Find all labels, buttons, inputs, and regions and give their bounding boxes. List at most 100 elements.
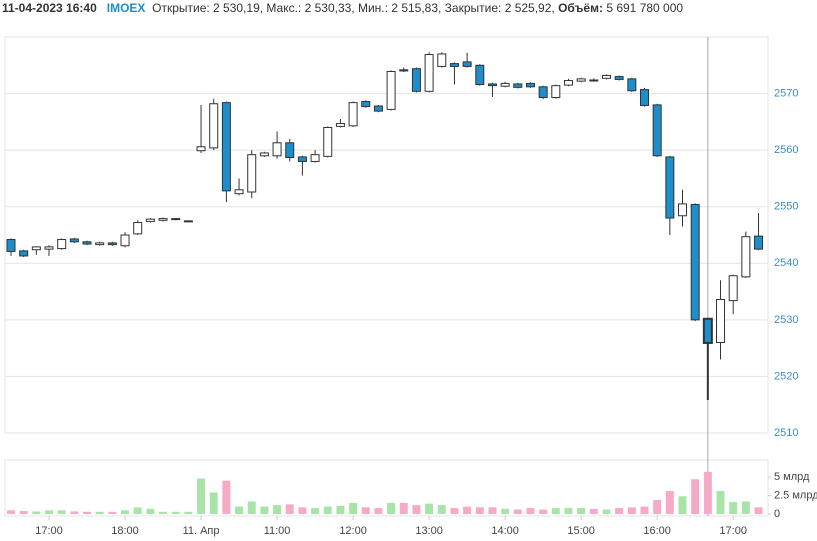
volume-bar bbox=[222, 480, 231, 514]
candle-body bbox=[640, 89, 649, 106]
candle-body bbox=[411, 68, 421, 92]
candle-body bbox=[31, 246, 41, 251]
candle-body bbox=[500, 82, 510, 87]
candle-body bbox=[133, 222, 143, 235]
candle-body bbox=[285, 142, 295, 158]
candle-body bbox=[437, 53, 447, 67]
candle-body bbox=[171, 218, 181, 221]
candle-body bbox=[348, 102, 358, 127]
candle-body bbox=[538, 86, 548, 99]
volume-frame bbox=[4, 459, 769, 517]
candle-body bbox=[487, 83, 497, 87]
volume-bar bbox=[311, 508, 320, 514]
x-tick-label: 17:00 bbox=[35, 525, 63, 537]
candle-body bbox=[57, 239, 67, 250]
candle-body bbox=[107, 242, 117, 246]
volume-bar bbox=[285, 504, 294, 514]
candle-body bbox=[754, 235, 764, 250]
candle-body bbox=[196, 146, 206, 152]
volume-bar bbox=[640, 506, 649, 514]
candle-body bbox=[449, 63, 459, 67]
candle-body bbox=[741, 236, 751, 278]
volume-bar bbox=[564, 508, 573, 514]
candle-body bbox=[373, 105, 383, 112]
x-tick-label: 12:00 bbox=[339, 525, 367, 537]
x-tick-label: 13:00 bbox=[415, 525, 443, 537]
volume-bar bbox=[159, 511, 168, 514]
candle-body bbox=[386, 71, 396, 110]
candle-body bbox=[297, 156, 307, 162]
y-tick-label: 5 млрд bbox=[774, 471, 810, 483]
candle-body bbox=[563, 80, 573, 86]
x-tick-label: 18:00 bbox=[111, 525, 139, 537]
volume-bar bbox=[108, 511, 117, 514]
volume-bar bbox=[374, 508, 383, 514]
volume-bar bbox=[171, 511, 180, 514]
y-tick-label: 2560 bbox=[774, 144, 798, 156]
y-tick-label: 2540 bbox=[774, 257, 798, 269]
candle-body bbox=[209, 103, 219, 149]
y-tick-label: 2.5 млрд bbox=[774, 489, 817, 501]
candle-body bbox=[513, 83, 523, 88]
x-tick-label: 16:00 bbox=[643, 525, 671, 537]
volume-bar bbox=[703, 471, 712, 514]
volume-bar bbox=[716, 491, 725, 514]
candle-body bbox=[716, 298, 726, 343]
volume-bar bbox=[589, 508, 598, 514]
volume-bar bbox=[513, 509, 522, 514]
candle-body bbox=[44, 246, 54, 250]
volume-bar bbox=[235, 506, 244, 514]
volume-bar bbox=[70, 511, 79, 514]
volume-bar bbox=[95, 511, 104, 514]
volume-bar bbox=[197, 478, 206, 514]
volume-bar bbox=[653, 499, 662, 514]
y-tick-label: 2570 bbox=[774, 87, 798, 99]
candle-body bbox=[728, 275, 738, 302]
candle-body bbox=[576, 78, 586, 82]
volume: 5 691 780 000 bbox=[606, 1, 684, 15]
volume-bar bbox=[387, 502, 396, 514]
candle-body bbox=[95, 242, 105, 246]
volume-bar bbox=[247, 501, 256, 514]
candle-body bbox=[69, 238, 79, 243]
volume-bar bbox=[450, 508, 459, 514]
volume-bar bbox=[83, 511, 92, 514]
x-tick-label: 15:00 bbox=[567, 525, 595, 537]
candle-body bbox=[272, 142, 282, 157]
volume-bar bbox=[7, 510, 15, 514]
y-tick-label: 0 bbox=[774, 508, 780, 520]
candle-body bbox=[665, 156, 675, 219]
candle-body bbox=[310, 154, 320, 162]
y-tick-label: 2530 bbox=[774, 314, 798, 326]
volume-bar bbox=[425, 503, 434, 514]
candle-body bbox=[690, 203, 700, 321]
candle-body bbox=[82, 241, 92, 245]
volume-bar bbox=[349, 502, 358, 514]
datetime: 11-04-2023 16:40 bbox=[2, 1, 97, 15]
volume-bar bbox=[539, 509, 548, 514]
candle-body bbox=[627, 78, 637, 92]
candle-body bbox=[335, 123, 345, 127]
candle-body bbox=[234, 189, 244, 195]
volume-bar bbox=[665, 491, 674, 514]
candle-body bbox=[551, 85, 561, 99]
volume-bar bbox=[32, 511, 41, 514]
prices: Открытие: 2 530,19, Макс.: 2 530,33, Мин… bbox=[152, 1, 555, 15]
volume-bar bbox=[488, 507, 497, 514]
candle-body bbox=[601, 74, 611, 79]
volume-bar bbox=[121, 510, 130, 514]
volume-bar bbox=[551, 508, 560, 514]
volume-bar bbox=[437, 505, 446, 514]
candle-body bbox=[475, 64, 485, 86]
x-tick-label: 14:00 bbox=[491, 525, 519, 537]
candle-body bbox=[525, 82, 535, 88]
volume-bar bbox=[615, 508, 624, 514]
volume-bar bbox=[19, 511, 28, 514]
volume-bar bbox=[501, 508, 510, 514]
candle-body bbox=[702, 317, 713, 344]
volume-bar bbox=[45, 510, 54, 514]
ticker: IMOEX bbox=[106, 1, 146, 15]
candle-body bbox=[221, 102, 231, 192]
